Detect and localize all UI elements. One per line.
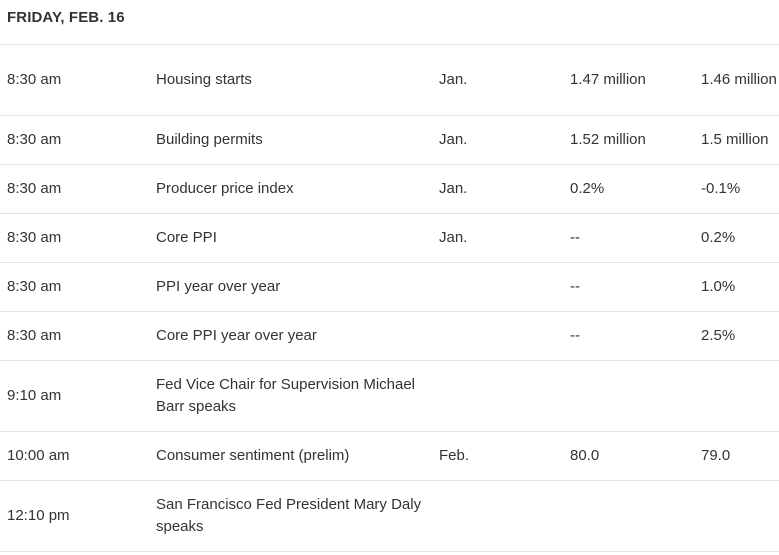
day-heading: FRIDAY, FEB. 16 [7,9,125,26]
event-cell: Core PPI [149,213,432,263]
forecast-cell: -- [563,311,694,361]
table-row: 8:30 am PPI year over year -- 1.0% [0,262,779,312]
table-row: 9:10 am Fed Vice Chair for Supervision M… [0,360,779,432]
period-cell: Jan. [432,45,563,116]
table-row: 8:30 am Core PPI Jan. -- 0.2% [0,213,779,263]
forecast-cell [563,360,694,432]
period-cell [432,311,563,361]
table-row: 8:30 am Producer price index Jan. 0.2% -… [0,164,779,214]
previous-cell: 2.5% [694,311,779,361]
time-cell: 9:10 am [0,360,149,432]
event-cell: Building permits [149,115,432,165]
time-cell: 8:30 am [0,115,149,165]
time-cell: 8:30 am [0,311,149,361]
time-cell: 8:30 am [0,262,149,312]
period-cell: Jan. [432,164,563,214]
previous-cell [694,360,779,432]
previous-cell: 79.0 [694,431,779,481]
time-cell: 12:10 pm [0,480,149,552]
previous-cell: 1.0% [694,262,779,312]
time-cell: 8:30 am [0,213,149,263]
forecast-cell: 80.0 [563,431,694,481]
event-cell: San Francisco Fed President Mary Daly sp… [149,480,432,552]
event-cell: Fed Vice Chair for Supervision Michael B… [149,360,432,432]
event-cell: Producer price index [149,164,432,214]
economic-calendar-table: 8:30 am Housing starts Jan. 1.47 million… [0,45,779,552]
period-cell: Jan. [432,213,563,263]
forecast-cell: -- [563,213,694,263]
event-cell: Housing starts [149,45,432,116]
time-cell: 8:30 am [0,164,149,214]
event-cell: Consumer sentiment (prelim) [149,431,432,481]
previous-cell: -0.1% [694,164,779,214]
previous-cell: 0.2% [694,213,779,263]
event-cell: PPI year over year [149,262,432,312]
header-divider [0,44,779,45]
forecast-cell [563,480,694,552]
time-cell: 8:30 am [0,45,149,116]
forecast-cell: -- [563,262,694,312]
previous-cell [694,480,779,552]
period-cell [432,480,563,552]
table-row: 8:30 am Housing starts Jan. 1.47 million… [0,45,779,116]
period-cell [432,360,563,432]
forecast-cell: 0.2% [563,164,694,214]
table-row: 8:30 am Core PPI year over year -- 2.5% [0,311,779,361]
period-cell: Jan. [432,115,563,165]
forecast-cell: 1.52 million [563,115,694,165]
forecast-cell: 1.47 million [563,45,694,116]
period-cell [432,262,563,312]
event-cell: Core PPI year over year [149,311,432,361]
previous-cell: 1.5 million [694,115,779,165]
table-row: 10:00 am Consumer sentiment (prelim) Feb… [0,431,779,481]
time-cell: 10:00 am [0,431,149,481]
table-row: 8:30 am Building permits Jan. 1.52 milli… [0,115,779,165]
previous-cell: 1.46 million [694,45,779,116]
period-cell: Feb. [432,431,563,481]
table-row: 12:10 pm San Francisco Fed President Mar… [0,480,779,552]
